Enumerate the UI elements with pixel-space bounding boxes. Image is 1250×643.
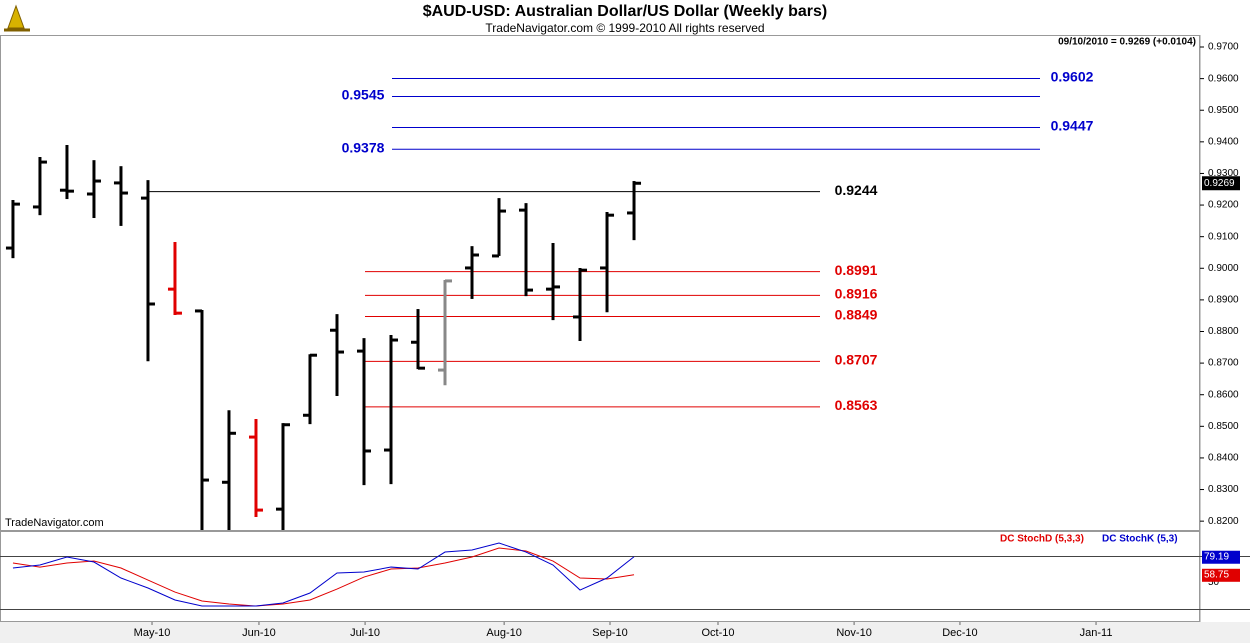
stoch-line [12,547,635,607]
y-tick-label: 0.8900 [1208,295,1239,306]
y-tick-label: 0.9500 [1208,105,1239,116]
info-text: 09/10/2010 = 0.9269 (+0.0104) [1058,37,1196,48]
x-tick-label: Jun-10 [242,627,276,639]
y-tick-label: 0.9700 [1208,42,1239,53]
level-label: 0.9447 [1051,118,1094,134]
x-tick-label: Nov-10 [836,627,871,639]
y-tick-label: 0.9600 [1208,73,1239,84]
y-tick-label: 0.8400 [1208,453,1239,464]
y-tick-label: 0.8200 [1208,516,1239,527]
legend-entry: DC StochK (5,3) [1102,534,1178,545]
legend-entry: DC StochD (5,3,3) [1000,534,1084,545]
stoch-value-box [1202,550,1240,564]
level-label: 0.8563 [835,397,878,413]
stoch-value-label: 79.19 [1204,551,1229,562]
y-tick-label: 0.9200 [1208,200,1239,211]
y-tick-label: 0.9100 [1208,231,1239,242]
y-tick-label: 0.9000 [1208,263,1239,274]
x-tick-label: Aug-10 [486,627,521,639]
last-value-box [1202,176,1240,191]
y-tick-label: 0.9300 [1208,168,1239,179]
y2-tick-label: 50 [1208,577,1220,588]
level-label: 0.9545 [342,87,385,103]
x-tick-label: Jan-11 [1080,627,1113,639]
y-tick-label: 0.8600 [1208,389,1239,400]
watermark: TradeNavigator.com [5,517,104,529]
level-label: 0.8991 [835,262,878,278]
level-label: 0.9378 [342,139,385,155]
level-label: 0.8707 [835,352,878,368]
x-tick-label: Jul-10 [350,627,380,639]
x-tick-label: May-10 [134,627,171,639]
stoch-value-box [1202,568,1240,582]
bars [5,145,642,530]
y-tick-label: 0.8300 [1208,484,1239,495]
x-tick-label: Sep-10 [592,627,627,639]
level-label: 0.9244 [835,182,878,198]
stoch-line [12,542,635,607]
stoch-lines [12,542,635,607]
chart-subtitle: TradeNavigator.com © 1999-2010 All right… [485,21,764,35]
last-value-label: 0.9269 [1204,178,1235,189]
level-label: 0.8849 [835,307,878,323]
chart-title: $AUD-USD: Australian Dollar/US Dollar (W… [423,3,828,20]
y-tick-label: 0.8500 [1208,421,1239,432]
logo [4,4,30,32]
level-label: 0.8916 [835,286,878,302]
x-tick-label: Oct-10 [701,627,734,639]
x-tick-label: Dec-10 [942,627,977,639]
level-label: 0.9602 [1051,69,1094,85]
stoch-value-label: 58.75 [1204,569,1229,580]
y-tick-label: 0.8800 [1208,326,1239,337]
x-axis-area [0,622,1250,643]
y-tick-label: 0.8700 [1208,358,1239,369]
y-tick-label: 0.9400 [1208,136,1239,147]
